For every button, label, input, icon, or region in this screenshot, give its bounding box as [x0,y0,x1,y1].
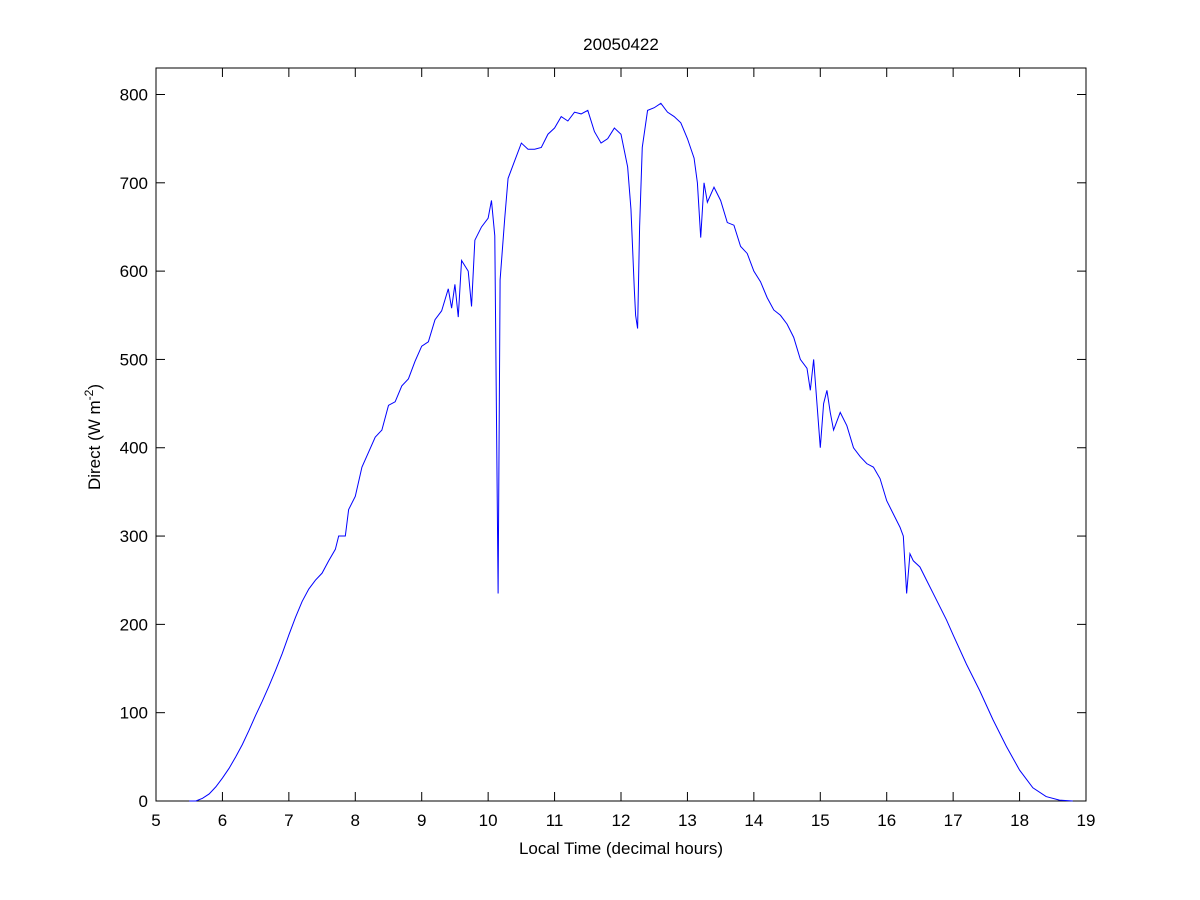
x-tick-label: 10 [479,811,498,830]
y-tick-label: 700 [120,174,148,193]
x-tick-label: 9 [417,811,426,830]
x-tick-label: 11 [546,811,564,830]
x-tick-label: 13 [678,811,697,830]
x-tick-label: 14 [744,811,763,830]
y-tick-label: 600 [120,262,148,281]
y-axis-label-text: Direct (W m [85,400,104,490]
y-tick-label: 100 [120,704,148,723]
y-tick-label: 400 [120,439,148,458]
data-line [189,102,1073,802]
x-tick-label: 16 [877,811,896,830]
y-tick-label: 200 [120,615,148,634]
x-tick-label: 18 [1010,811,1029,830]
x-tick-label: 6 [218,811,227,830]
y-tick-label: 500 [120,350,148,369]
y-axis-label-sup: -2 [82,389,96,400]
y-axis-label: Direct (W m-2) [82,384,104,490]
y-tick-label: 0 [139,792,148,811]
y-tick-label: 300 [120,527,148,546]
x-axis-label: Local Time (decimal hours) [519,839,723,858]
y-axis-label-tail: ) [85,384,104,390]
x-tick-label: 8 [351,811,360,830]
x-tick-label: 7 [284,811,293,830]
x-tick-label: 19 [1077,811,1096,830]
y-tick-label: 800 [120,85,148,104]
x-tick-label: 5 [151,811,160,830]
x-tick-label: 15 [811,811,830,830]
x-tick-label: 17 [944,811,963,830]
chart-title: 20050422 [583,35,659,54]
x-tick-label: 12 [612,811,631,830]
